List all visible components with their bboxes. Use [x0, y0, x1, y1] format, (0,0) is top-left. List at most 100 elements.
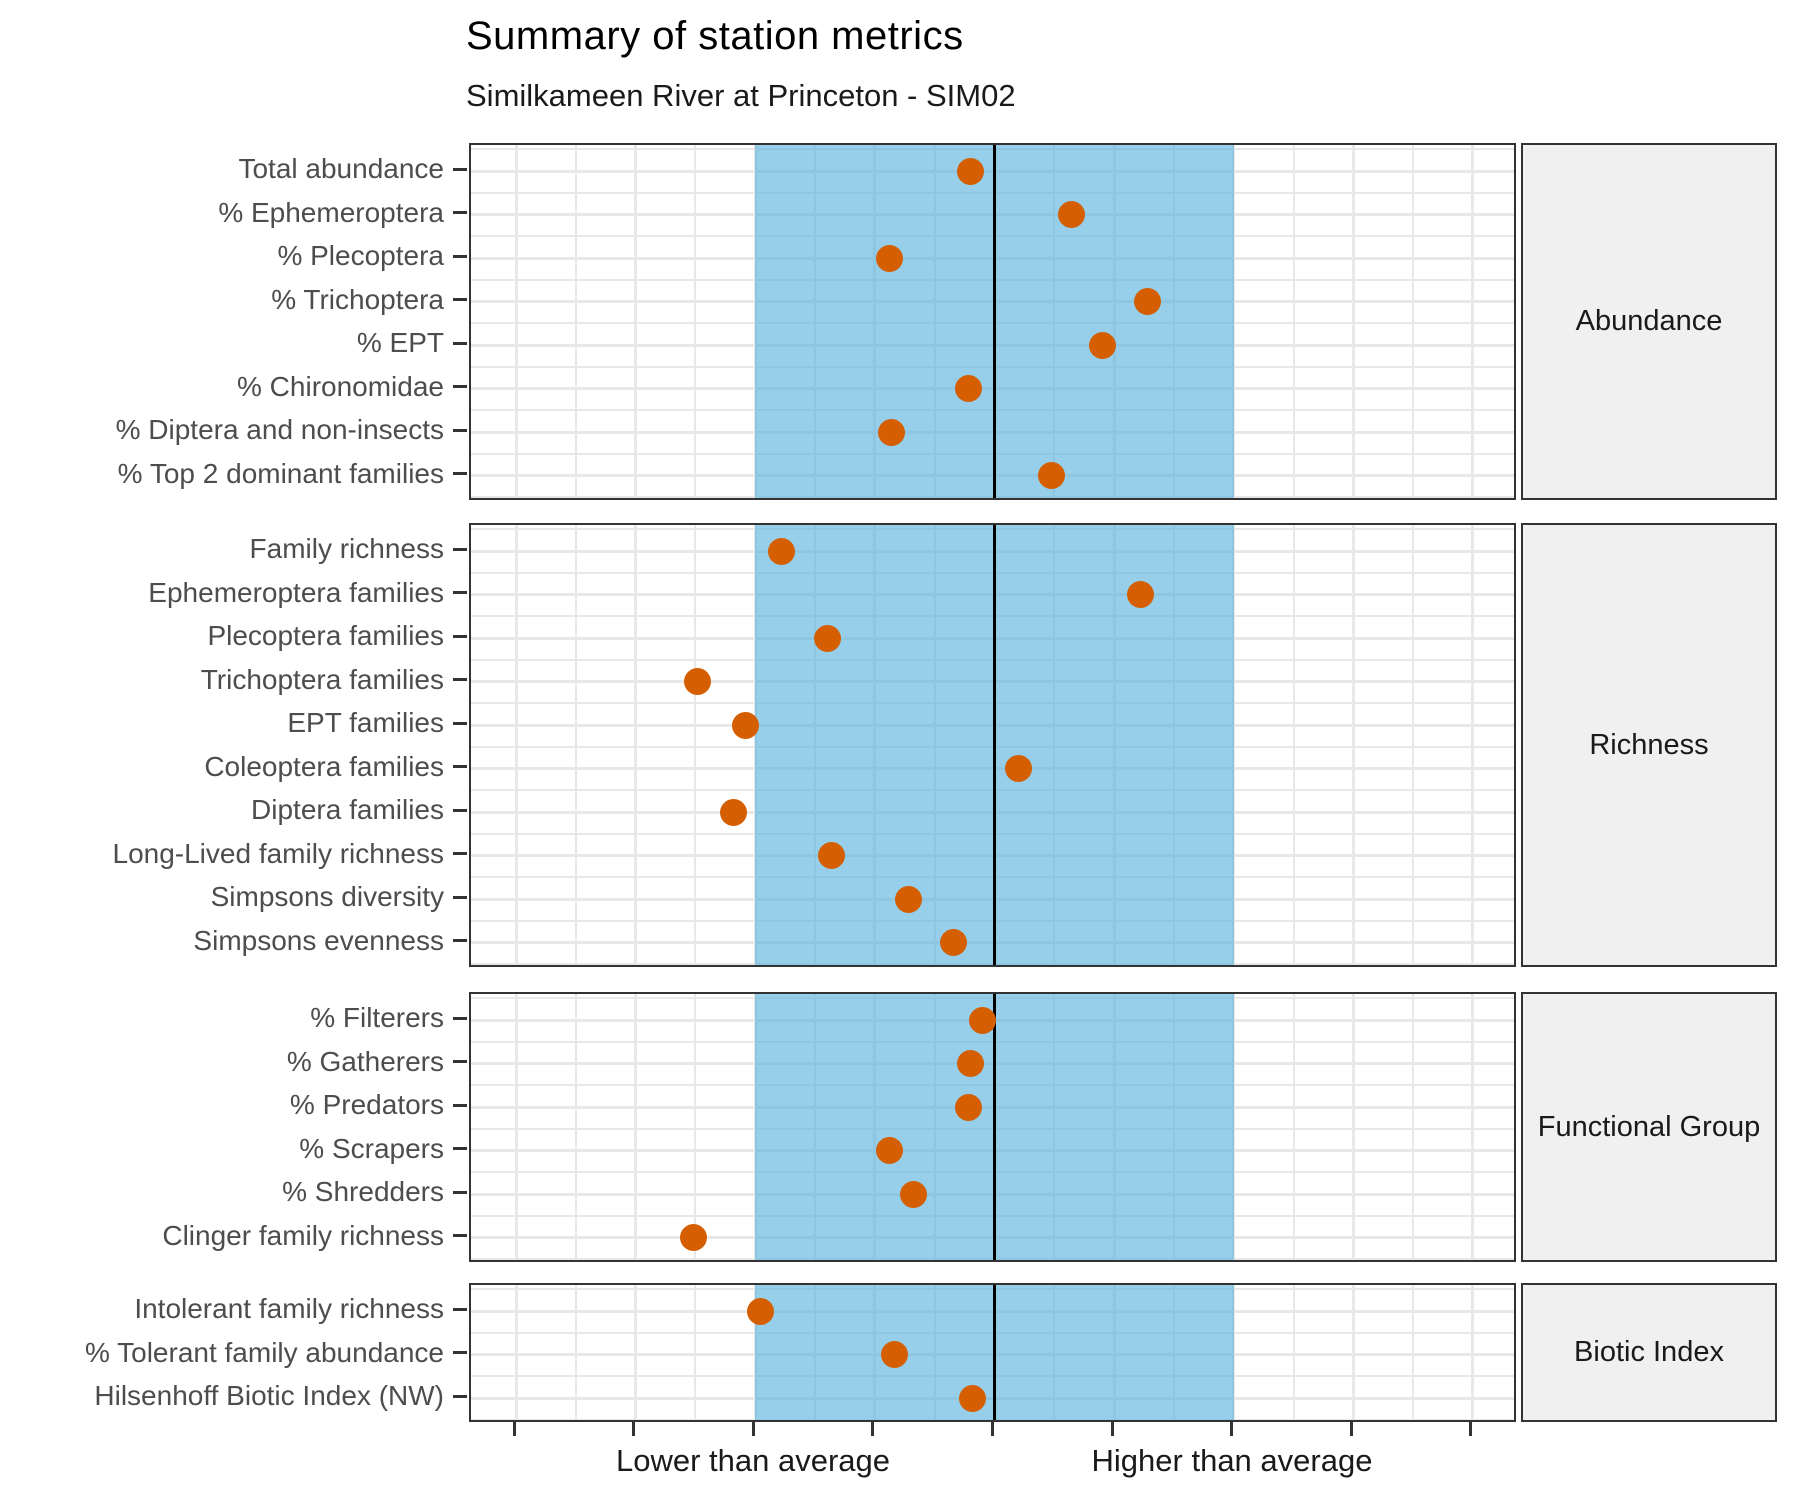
y-axis-tick — [453, 1147, 467, 1151]
average-reference-line — [993, 1285, 996, 1420]
y-axis-tick — [453, 1307, 467, 1311]
gridline-vertical-major — [1471, 145, 1475, 498]
y-axis-tick — [453, 385, 467, 389]
facet-strip-label: Biotic Index — [1574, 1336, 1724, 1368]
gridline-vertical-minor — [574, 1285, 577, 1420]
y-axis-tick — [453, 254, 467, 258]
metric-dot-ept-families — [732, 711, 760, 739]
x-axis-tick — [1469, 1422, 1473, 1436]
page-subtitle: Similkameen River at Princeton - SIM02 — [466, 78, 1016, 113]
y-axis-label-hilsenhoff-biotic-index-nw: Hilsenhoff Biotic Index (NW) — [94, 1380, 444, 1412]
gridline-vertical-minor — [1292, 525, 1295, 965]
x-axis-label-lower: Lower than average — [615, 1443, 891, 1478]
y-axis-label-simpsons-diversity: Simpsons diversity — [210, 881, 444, 913]
y-axis-label-plecoptera: % Plecoptera — [277, 240, 444, 272]
x-axis-tick — [512, 1422, 516, 1436]
x-axis-tick — [751, 1422, 755, 1436]
gridline-vertical-minor — [574, 994, 577, 1260]
y-axis-label-simpsons-evenness: Simpsons evenness — [193, 924, 444, 956]
y-axis-label-chironomidae: % Chironomidae — [237, 370, 444, 402]
facet-strip-abundance: Abundance — [1521, 143, 1777, 500]
y-axis-tick — [453, 808, 467, 812]
y-axis-label-shredders: % Shredders — [282, 1176, 444, 1208]
y-axis-tick — [453, 1016, 467, 1020]
gridline-vertical-major — [1232, 1285, 1236, 1420]
gridline-vertical-minor — [1292, 145, 1295, 498]
facet-strip-label: Abundance — [1575, 305, 1723, 337]
gridline-vertical-major — [1232, 994, 1236, 1260]
gridline-vertical-major — [1351, 525, 1355, 965]
average-reference-line — [993, 525, 996, 965]
y-axis-label-ephemeroptera: % Ephemeroptera — [218, 196, 444, 228]
gridline-vertical-major — [1351, 145, 1355, 498]
metric-dot-gatherers — [957, 1050, 985, 1078]
y-axis-label-diptera-families: Diptera families — [251, 794, 444, 826]
y-axis-tick — [453, 341, 467, 345]
gridline-vertical-minor — [694, 145, 697, 498]
panel-abundance — [469, 143, 1516, 500]
y-axis-tick — [453, 472, 467, 476]
x-axis-tick — [1230, 1422, 1234, 1436]
y-axis-tick — [453, 1103, 467, 1107]
metric-dot-ept — [1088, 331, 1116, 359]
y-axis-tick — [453, 1351, 467, 1355]
y-axis-label-clinger-family-richness: Clinger family richness — [162, 1219, 444, 1251]
gridline-vertical-major — [1351, 1285, 1355, 1420]
gridline-vertical-major — [514, 525, 518, 965]
y-axis-label-total-abundance: Total abundance — [238, 153, 444, 185]
y-axis-label-intolerant-family-richness: Intolerant family richness — [134, 1293, 444, 1325]
y-axis-tick — [453, 1394, 467, 1398]
y-axis-label-gatherers: % Gatherers — [286, 1045, 444, 1077]
gridline-vertical-major — [514, 1285, 518, 1420]
average-reference-line — [993, 994, 996, 1260]
y-axis-label-family-richness: Family richness — [249, 533, 444, 565]
y-axis-tick — [453, 765, 467, 769]
metric-dot-coleoptera-families — [1004, 755, 1032, 783]
metric-dot-trichoptera-families — [684, 668, 712, 696]
y-axis-tick — [453, 895, 467, 899]
gridline-vertical-minor — [574, 145, 577, 498]
metric-dot-hilsenhoff-biotic-index-nw — [959, 1384, 987, 1412]
gridline-vertical-major — [1232, 145, 1236, 498]
metric-dot-ephemeroptera-families — [1126, 581, 1154, 609]
metric-dot-tolerant-family-abundance — [880, 1341, 908, 1369]
gridline-vertical-major — [634, 145, 638, 498]
gridline-vertical-major — [514, 994, 518, 1260]
y-axis-tick — [453, 1234, 467, 1238]
y-axis-label-diptera-and-non-insects: % Diptera and non-insects — [115, 414, 444, 446]
gridline-vertical-minor — [1412, 1285, 1415, 1420]
gridline-vertical-major — [1471, 525, 1475, 965]
y-axis-label-filterers: % Filterers — [310, 1002, 444, 1034]
panel-biotic-index — [469, 1283, 1516, 1422]
facet-strip-biotic-index: Biotic Index — [1521, 1283, 1777, 1422]
metric-dot-plecoptera-families — [813, 624, 841, 652]
y-axis-tick — [453, 428, 467, 432]
gridline-vertical-minor — [574, 525, 577, 965]
metric-dot-family-richness — [768, 537, 796, 565]
y-axis-label-top-2-dominant-families: % Top 2 dominant families — [117, 457, 444, 489]
y-axis-label-plecoptera-families: Plecoptera families — [207, 620, 444, 652]
facet-strip-label: Functional Group — [1537, 1110, 1761, 1143]
y-axis-label-long-lived-family-richness: Long-Lived family richness — [112, 837, 445, 869]
gridline-vertical-major — [514, 145, 518, 498]
gridline-vertical-major — [1471, 1285, 1475, 1420]
facet-strip-label: Richness — [1589, 728, 1709, 761]
page-title: Summary of station metrics — [466, 14, 964, 58]
metric-dot-clinger-family-richness — [679, 1224, 707, 1252]
x-axis-tick — [1349, 1422, 1353, 1436]
gridline-vertical-major — [1232, 525, 1236, 965]
y-axis-label-trichoptera: % Trichoptera — [271, 283, 444, 315]
gridline-vertical-major — [1471, 994, 1475, 1260]
y-axis-label-trichoptera-families: Trichoptera families — [200, 663, 444, 695]
gridline-vertical-major — [634, 525, 638, 965]
gridline-vertical-minor — [1412, 145, 1415, 498]
metric-dot-diptera-families — [720, 798, 748, 826]
y-axis-label-tolerant-family-abundance: % Tolerant family abundance — [84, 1336, 444, 1368]
metric-dot-trichoptera — [1134, 288, 1162, 316]
panel-richness — [469, 523, 1516, 967]
metric-dot-predators — [954, 1093, 982, 1121]
x-axis-tick — [1110, 1422, 1114, 1436]
x-axis-tick — [991, 1422, 994, 1436]
x-axis-label-higher: Higher than average — [1091, 1443, 1373, 1478]
metric-dot-simpsons-diversity — [894, 885, 922, 913]
